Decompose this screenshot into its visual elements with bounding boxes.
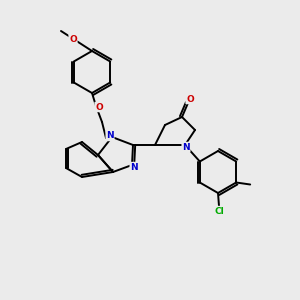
Text: Cl: Cl bbox=[214, 206, 224, 215]
Text: N: N bbox=[130, 163, 138, 172]
Text: N: N bbox=[106, 131, 114, 140]
Text: O: O bbox=[186, 94, 194, 103]
Text: N: N bbox=[182, 142, 190, 152]
Text: O: O bbox=[95, 103, 103, 112]
Text: O: O bbox=[69, 34, 77, 43]
